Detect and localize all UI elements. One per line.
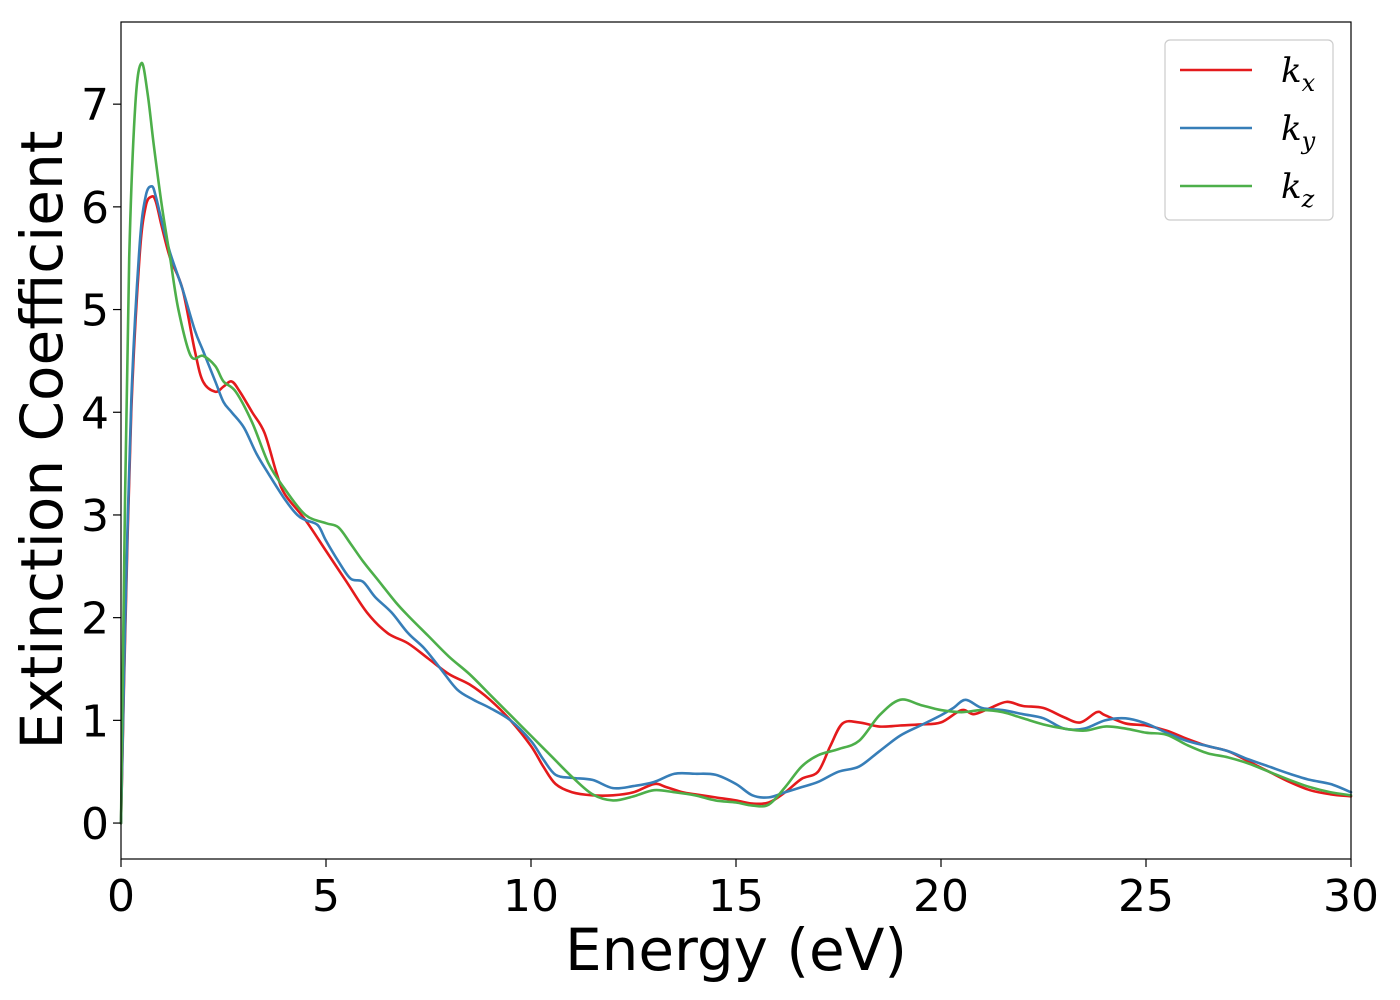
- legend-label-base: k: [1281, 51, 1302, 91]
- legend-label-z: kz: [1281, 167, 1315, 213]
- x-tick-label: 25: [1118, 871, 1174, 922]
- y-tick-label: 7: [81, 80, 109, 131]
- series-line-y: [119, 185, 1353, 825]
- legend-label-y: ky: [1281, 109, 1316, 155]
- legend-label-base: k: [1281, 109, 1302, 149]
- x-tick-label: 15: [708, 871, 764, 922]
- legend-label-subscript: y: [1301, 127, 1316, 155]
- legend-box: [1164, 39, 1334, 221]
- x-axis-ticks: 0 5 10 15 20 25 30: [107, 859, 1379, 922]
- y-tick-label: 2: [81, 594, 109, 645]
- y-tick-label: 4: [81, 388, 109, 439]
- x-tick-label: 20: [913, 871, 969, 922]
- series-line-x: [119, 195, 1353, 825]
- series-lines: [119, 61, 1353, 825]
- x-tick-label: 0: [107, 871, 135, 922]
- y-axis-ticks: 0 1 2 3 4 5 6 7: [81, 80, 121, 850]
- legend-label-subscript: x: [1302, 69, 1316, 97]
- y-tick-label: 6: [81, 183, 109, 234]
- legend-label-base: k: [1281, 167, 1302, 207]
- legend-label-x: kx: [1281, 51, 1316, 97]
- x-tick-label: 10: [503, 871, 559, 922]
- series-line-z: [119, 61, 1353, 825]
- y-axis-label: Extinction Coefficient: [8, 131, 76, 750]
- y-tick-label: 3: [81, 491, 109, 542]
- legend-label-subscript: z: [1301, 185, 1315, 213]
- x-tick-label: 30: [1323, 871, 1379, 922]
- y-tick-label: 5: [81, 286, 109, 337]
- y-tick-label: 1: [81, 696, 109, 747]
- x-tick-label: 5: [312, 871, 340, 922]
- x-axis-label: Energy (eV): [565, 916, 907, 984]
- y-tick-label: 0: [81, 799, 109, 850]
